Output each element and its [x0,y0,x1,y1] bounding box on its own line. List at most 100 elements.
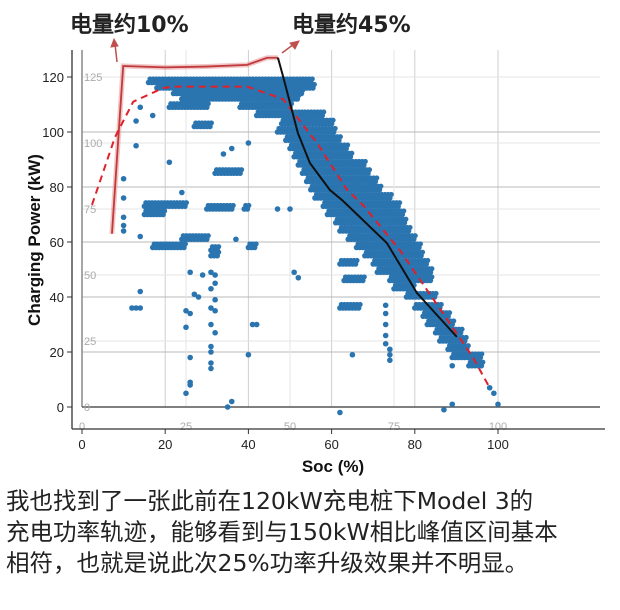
data-point [228,145,235,152]
data-point [187,310,193,317]
data-point [449,401,456,408]
data-point [387,357,393,364]
data-point [137,104,144,111]
data-point [137,233,144,240]
data-point [378,183,384,189]
overlay-y-tick-label: 125 [84,72,102,84]
data-point [208,343,214,350]
data-point [382,310,389,317]
data-point [149,112,156,119]
data-point [249,321,256,328]
data-point [401,208,407,214]
caption-paragraph: 我也找到了一张此前在120kW充电桩下Model 3的 充电功率轨迹，能够看到与… [6,486,620,579]
x-tick-label: 20 [158,437,172,452]
data-point [208,269,214,276]
data-point [419,249,426,255]
data-point [120,228,127,234]
data-point [382,332,389,339]
caption-line: 充电功率轨迹，能够看到与150kW相比峰值区间基本 [6,518,558,546]
data-point [182,241,188,247]
data-point [374,175,380,181]
data-point [212,280,218,287]
y-tick-label: 60 [50,235,64,250]
data-point [246,202,252,209]
data-point [382,321,389,328]
data-point [183,200,190,206]
data-point [349,351,356,358]
trend-lines [91,55,491,389]
overlay-tick-labels: 0 25 50 75 100 125 0 25 50 75 100 [79,72,507,433]
data-point [133,142,139,149]
data-point [133,305,139,311]
x-tick-label: 40 [241,437,255,452]
data-point [382,302,389,309]
data-point [120,222,127,229]
y-tick-label: 100 [42,125,64,140]
x-tick-label: 100 [487,437,509,452]
data-point [245,140,252,146]
data-point [208,305,214,311]
data-point [245,351,252,358]
data-point [120,214,127,221]
data-point [296,92,302,99]
data-point [321,109,327,115]
overlay-x-tick-label: 100 [489,421,507,433]
axes: 0 20 40 60 80 100 120 0 20 40 60 80 100 [42,50,605,452]
data-point [137,288,144,295]
data-point [332,125,338,132]
data-point [449,362,456,369]
overlay-x-tick-label: 50 [284,421,296,433]
data-point [291,269,297,276]
x-tick-label: 60 [324,437,338,452]
data-point [463,334,469,341]
data-point [208,365,214,372]
data-point [387,351,393,358]
data-point [403,216,409,222]
data-point [129,305,135,311]
data-point [330,117,336,123]
data-point [212,272,218,278]
caption-line: 我也找到了一张此前在120kW充电桩下Model 3的 [6,487,534,515]
data-point [274,206,281,212]
data-point [295,274,302,281]
median-trend-line [276,57,458,338]
data-point [183,390,189,397]
data-point [349,150,355,156]
data-point [166,159,173,166]
data-point [262,101,268,108]
data-point [208,349,214,355]
data-point [382,340,389,347]
overlay-peak-line [111,56,278,234]
data-point [459,326,465,332]
data-point [425,257,431,264]
data-point [212,329,218,336]
data-point [187,354,193,361]
data-point [361,274,367,280]
data-point [137,305,144,311]
data-point [208,321,214,328]
data-point [354,257,360,264]
data-point [357,301,363,308]
data-point [446,310,453,316]
data-point [228,398,235,405]
y-tick-label: 20 [50,345,64,360]
data-point [230,202,236,209]
data-point [451,318,457,324]
data-point [309,76,315,82]
data-point [224,404,231,410]
scatter-points [120,76,501,416]
data-point [208,360,214,366]
data-point [220,151,227,157]
y-tick-label: 80 [50,180,64,195]
annotation-45-percent: 电量约45% [292,12,411,38]
data-point [212,307,218,314]
data-point [429,266,435,272]
data-point [179,189,185,196]
data-point [337,134,343,140]
data-point [120,175,127,182]
data-point [362,158,368,165]
data-point [208,120,214,126]
caption-line: 相符，也就是说此次25%功率升级效果并不明显。 [6,549,529,577]
data-point [216,249,222,255]
